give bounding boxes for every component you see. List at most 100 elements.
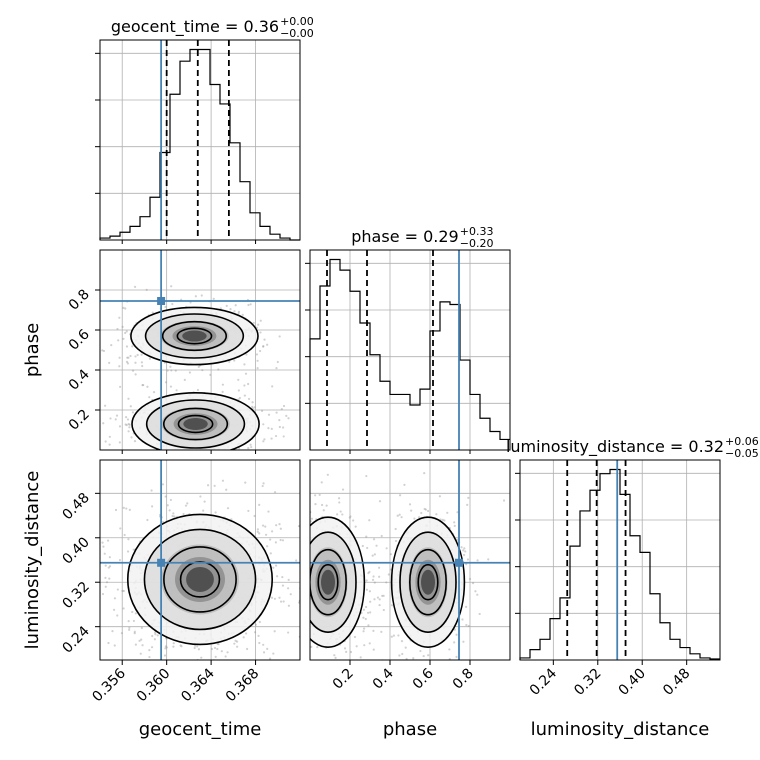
sample-point [343, 647, 347, 650]
sample-point [266, 647, 269, 650]
sample-point [129, 354, 132, 358]
sample-point [233, 310, 236, 313]
sample-point [307, 544, 309, 546]
sample-point [262, 482, 265, 485]
sample-point [164, 381, 168, 384]
title-lower-error: −0.20 [460, 237, 494, 250]
sample-point [247, 303, 250, 307]
sample-point [124, 331, 127, 335]
sample-point [262, 345, 265, 348]
panel-content [301, 460, 510, 660]
sample-point [364, 605, 368, 609]
sample-point [163, 663, 165, 665]
sample-point [151, 634, 154, 638]
sample-point [188, 452, 190, 454]
sample-point [368, 642, 371, 645]
sample-point [52, 299, 54, 301]
sample-point [216, 647, 219, 651]
sample-point [305, 551, 307, 553]
sample-point [256, 528, 259, 531]
sample-point [355, 645, 358, 648]
sample-point [467, 496, 470, 499]
sample-point [390, 604, 394, 607]
contour-line [163, 546, 237, 613]
sample-point [301, 576, 303, 578]
sample-point [314, 502, 317, 506]
sample-point [366, 611, 370, 614]
sample-point [216, 452, 218, 454]
sample-point [229, 307, 232, 311]
sample-point [261, 524, 265, 527]
sample-point [270, 596, 274, 599]
sample-point [166, 369, 169, 372]
sample-point [247, 397, 251, 401]
sample-point [463, 553, 466, 557]
sample-point [152, 390, 156, 394]
sample-point [423, 507, 426, 511]
sample-point [221, 390, 224, 393]
sample-point [378, 598, 381, 601]
sample-point [122, 589, 125, 593]
sample-point [306, 637, 308, 639]
sample-point [404, 646, 407, 649]
sample-point [188, 371, 191, 374]
sample-point [303, 593, 305, 595]
sample-point [128, 423, 131, 426]
title-main: geocent_time = 0.36 [111, 17, 279, 37]
sample-point [251, 405, 254, 408]
sample-point [419, 649, 422, 653]
sample-point [273, 597, 277, 600]
sample-point [88, 620, 90, 622]
contour-line [162, 407, 229, 441]
panel-content [52, 250, 300, 454]
sample-point [96, 591, 98, 593]
sample-point [362, 608, 366, 611]
truth-marker [455, 558, 463, 567]
sample-point [301, 562, 303, 564]
sample-point [262, 423, 265, 426]
sample-point [424, 508, 427, 511]
sample-point [108, 565, 112, 568]
sample-point [128, 508, 131, 511]
sample-point [164, 305, 167, 309]
sample-point [400, 640, 404, 643]
density-level [183, 418, 208, 430]
sample-point [266, 545, 269, 548]
sample-point [281, 575, 284, 579]
sample-point [87, 403, 89, 405]
sample-point [463, 547, 466, 550]
sample-point [150, 646, 154, 649]
contour-line [399, 531, 457, 634]
sample-point [359, 656, 362, 659]
contour-line [176, 327, 213, 345]
sample-point [169, 498, 173, 502]
sample-point [184, 504, 188, 507]
sample-point [476, 559, 479, 562]
sample-point [118, 385, 122, 388]
sample-point [171, 302, 174, 306]
contour-line [144, 313, 245, 359]
sample-point [148, 649, 151, 652]
sample-point [275, 524, 278, 527]
sample-point [364, 617, 367, 621]
title-upper-error: +0.33 [460, 225, 494, 238]
sample-point [210, 647, 214, 651]
sample-point [256, 367, 259, 370]
sample-point [237, 378, 240, 381]
sample-point [453, 521, 456, 524]
sample-point [380, 630, 383, 633]
sample-point [118, 425, 122, 428]
sample-point [243, 363, 246, 366]
title-upper-error: +0.06 [725, 435, 759, 448]
sample-point [307, 585, 309, 587]
density-level [186, 566, 214, 592]
sample-point [264, 533, 268, 536]
contour-line [145, 399, 246, 449]
sample-point [128, 628, 131, 631]
sample-point [380, 534, 383, 538]
sample-point [307, 632, 309, 634]
sample-point [371, 578, 375, 581]
sample-point [124, 416, 128, 419]
sample-point [260, 409, 264, 413]
truth-marker [157, 558, 166, 567]
